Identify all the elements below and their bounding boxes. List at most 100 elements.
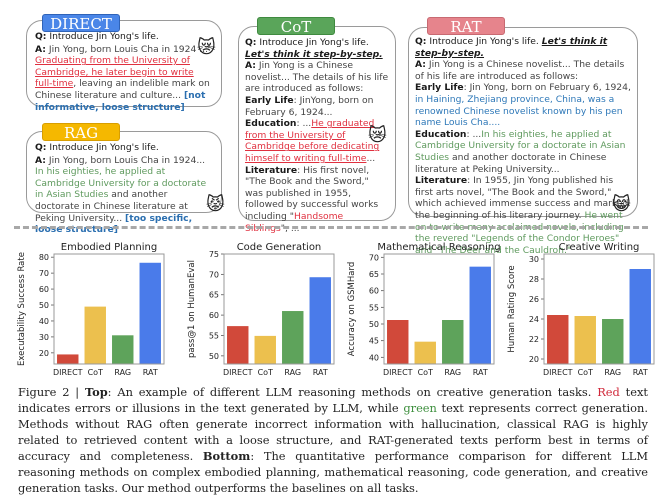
- cot-question: Q: Introduce Jin Yong's life. Let's thin…: [245, 37, 383, 60]
- x-tick-label: RAG: [604, 368, 621, 377]
- rat-example-box: Q: Introduce Jin Yong's life. Let's thin…: [408, 27, 638, 256]
- chart-title: Code Generation: [237, 242, 322, 253]
- x-tick-label: DIRECT: [543, 368, 573, 377]
- cot-method-tag: CoT: [257, 17, 335, 36]
- rag-answer: A: Jin Yong, born Louis Cha in 1924... I…: [35, 154, 207, 236]
- direct-question: Q: Introduce Jin Yong's life.: [35, 31, 159, 42]
- cot-prompt-text: Let's think it step-by-step.: [245, 48, 383, 60]
- y-axis-label: Executability Success Rate: [17, 252, 27, 366]
- y-tick-label: 30: [529, 255, 539, 264]
- bar-rag: [282, 311, 304, 364]
- y-axis-label: Human Rating Score: [507, 265, 517, 352]
- bar-rag: [602, 319, 624, 364]
- caption-green-word: green: [403, 401, 437, 415]
- x-tick-label: RAT: [313, 368, 328, 377]
- x-tick-label: RAT: [143, 368, 158, 377]
- bar-rat: [309, 277, 331, 364]
- bar-direct: [547, 315, 569, 364]
- y-tick-label: 75: [209, 250, 219, 259]
- x-tick-label: DIRECT: [383, 368, 413, 377]
- y-tick-label: 70: [209, 270, 219, 279]
- bar-cot: [574, 316, 596, 364]
- y-tick-label: 45: [369, 337, 379, 346]
- x-tick-label: CoT: [578, 368, 593, 377]
- y-tick-label: 70: [369, 253, 379, 262]
- x-tick-label: CoT: [418, 368, 433, 377]
- chart-embodied-planning: Embodied Planning Executability Success R…: [0, 238, 170, 382]
- rat-early-life: Early Life: Jin Yong, born on February 6…: [415, 82, 631, 129]
- bar-rag: [112, 335, 134, 364]
- plot-frame: [543, 253, 655, 365]
- y-tick-label: 20: [39, 349, 49, 358]
- x-tick-label: RAG: [284, 368, 301, 377]
- caption-red-word: Red: [597, 385, 620, 399]
- y-tick-label: 20: [529, 355, 539, 364]
- bar-rag: [442, 320, 464, 364]
- bar-cot: [84, 306, 106, 364]
- direct-example-box: Q: Introduce Jin Yong's life. A: Jin Yon…: [26, 20, 222, 113]
- crying-cat-emoji-icon: 😿: [197, 37, 216, 58]
- y-axis-label: Accuracy on GSMHard: [347, 262, 357, 356]
- rag-retrieved-text: In his eighties, he applied at Cambridge…: [35, 166, 207, 201]
- rat-answer: A: Jin Yong is a Chinese novelist... The…: [415, 59, 625, 82]
- cot-hallucination-text: He graduated from the University of Camb…: [245, 118, 380, 164]
- bar-rat: [139, 262, 161, 364]
- bar-direct: [227, 326, 249, 364]
- y-tick-label: 24: [529, 315, 539, 324]
- cot-example-box: Q: Introduce Jin Yong's life. Let's thin…: [238, 26, 396, 234]
- y-tick-label: 26: [529, 295, 539, 304]
- x-tick-label: RAG: [114, 368, 131, 377]
- y-tick-label: 50: [209, 352, 219, 361]
- bar-direct: [57, 354, 79, 364]
- x-tick-label: RAG: [444, 368, 461, 377]
- rag-method-tag: RAG: [42, 123, 120, 142]
- x-tick-label: RAT: [473, 368, 488, 377]
- caption-top-label: Top: [84, 385, 108, 399]
- rag-example-box: Q: Introduce Jin Yong's life. A: Jin Yon…: [26, 131, 222, 235]
- direct-hallucination-text: Graduating from the University of Cambri…: [35, 55, 194, 90]
- plot-frame: [53, 253, 165, 365]
- x-tick-label: DIRECT: [223, 368, 253, 377]
- x-tick-label: DIRECT: [53, 368, 83, 377]
- bar-rat: [629, 269, 651, 364]
- y-tick-label: 40: [39, 317, 49, 326]
- crying-cat-emoji-icon: 😿: [368, 125, 387, 146]
- x-tick-label: CoT: [88, 368, 103, 377]
- y-tick-label: 60: [209, 311, 219, 320]
- direct-verdict: [not informative, loose structure]: [35, 89, 206, 113]
- direct-method-tag: DIRECT: [42, 14, 120, 33]
- plot-frame: [223, 253, 335, 365]
- plot-frame: [383, 253, 495, 365]
- chart-code-generation: Code Generation pass@1 on HumanEval DIRECT…: [170, 238, 335, 382]
- y-axis-label: pass@1 on HumanEval: [187, 260, 197, 358]
- y-tick-label: 22: [529, 335, 539, 344]
- rat-question: Q: Introduce Jin Yong's life. Let's thin…: [415, 36, 608, 59]
- rat-prompt-text: Let's think it step-by-step.: [415, 36, 608, 59]
- y-tick-label: 65: [209, 291, 219, 300]
- bar-cot: [414, 341, 436, 364]
- pouting-cat-emoji-icon: 😾: [206, 194, 225, 215]
- y-tick-label: 70: [39, 269, 49, 278]
- cot-early-life: Early Life: JinYong, born on February 6,…: [245, 94, 374, 118]
- chart-title: Creative Writing: [559, 242, 640, 253]
- y-tick-label: 60: [369, 287, 379, 296]
- rag-verdict: [too specific, loose structure]: [35, 212, 193, 236]
- rat-education: Education: ...In his eighties, he applie…: [415, 128, 626, 175]
- bar-direct: [387, 320, 409, 364]
- chart-title: Mathematical Reasoning: [377, 242, 500, 253]
- y-tick-label: 55: [209, 331, 219, 340]
- y-tick-label: 30: [39, 333, 49, 342]
- rat-correct-education: In his eighties, he applied at Cambridge…: [415, 128, 626, 163]
- rag-question: Q: Introduce Jin Yong's life.: [35, 142, 159, 153]
- cot-literature: Literature: His first novel, "The Book a…: [245, 164, 379, 234]
- section-divider: [14, 226, 648, 229]
- cot-answer: A: Jin Yong is a Chinese novelist... The…: [245, 60, 389, 95]
- figure-caption: Figure 2 | Top: An example of different …: [18, 385, 648, 495]
- caption-bottom-label: Bottom: [202, 449, 251, 463]
- rat-method-tag: RAT: [427, 17, 505, 36]
- cot-education: Education: ...He graduated from the Univ…: [245, 118, 380, 164]
- y-tick-label: 55: [369, 303, 379, 312]
- grinning-cat-emoji-icon: 😸: [612, 194, 631, 215]
- chart-mathematical-reasoning: Mathematical Reasoning Accuracy on GSMHar…: [330, 238, 501, 382]
- x-tick-label: CoT: [258, 368, 273, 377]
